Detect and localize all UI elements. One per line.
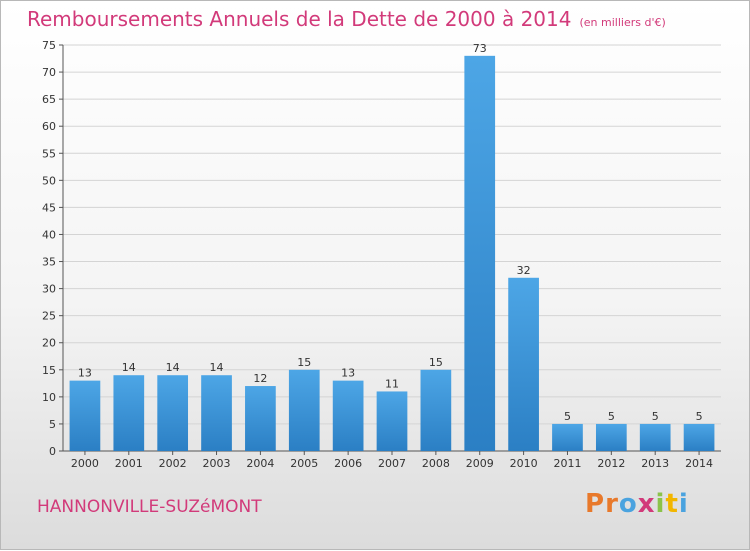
y-tick-label: 35 (42, 256, 56, 269)
commune-name: HANNONVILLE-SUZéMONT (37, 497, 262, 517)
bar-2010 (508, 277, 539, 451)
logo-letter: i (655, 489, 666, 519)
y-tick-label: 60 (42, 120, 56, 133)
bar-2005 (288, 369, 320, 451)
y-tick-label: 5 (49, 418, 56, 431)
x-tick-label: 2010 (510, 457, 538, 470)
proxiti-logo: Proxiti (585, 489, 689, 519)
bar-value-label: 12 (253, 372, 267, 385)
y-tick-label: 70 (42, 66, 56, 79)
x-tick-label: 2001 (115, 457, 143, 470)
logo-letter: t (665, 489, 679, 519)
bar-2006 (332, 380, 364, 451)
logo-letter: r (605, 489, 619, 519)
bar-value-label: 5 (652, 410, 659, 423)
title-unit: (en milliers d'€) (579, 16, 666, 29)
bar-value-label: 32 (517, 264, 531, 277)
y-tick-label: 30 (42, 283, 56, 296)
chart-title: Remboursements Annuels de la Dette de 20… (27, 7, 666, 31)
x-tick-label: 2013 (641, 457, 669, 470)
bar-value-label: 5 (608, 410, 615, 423)
y-tick-label: 40 (42, 228, 56, 241)
y-tick-label: 20 (42, 337, 56, 350)
bar-2002 (157, 375, 189, 451)
bar-2003 (201, 375, 232, 451)
x-tick-label: 2011 (553, 457, 581, 470)
y-tick-label: 75 (42, 39, 56, 52)
x-tick-label: 2003 (203, 457, 231, 470)
logo-letter: P (585, 489, 606, 519)
bar-2011 (552, 423, 583, 451)
bar-2013 (639, 423, 671, 451)
bar-value-label: 14 (210, 361, 224, 374)
y-tick-label: 10 (42, 391, 56, 404)
bar-2001 (113, 375, 145, 451)
x-tick-label: 2004 (246, 457, 274, 470)
bar-2000 (69, 380, 101, 451)
bar-2014 (683, 423, 715, 451)
bar-2012 (595, 423, 627, 451)
x-tick-label: 2007 (378, 457, 406, 470)
y-tick-label: 55 (42, 147, 56, 160)
x-tick-label: 2000 (71, 457, 99, 470)
x-tick-label: 2008 (422, 457, 450, 470)
bar-2007 (376, 391, 408, 451)
bar-value-label: 11 (385, 377, 399, 390)
bar-value-label: 14 (166, 361, 180, 374)
bar-2004 (245, 386, 276, 451)
bar-value-label: 5 (564, 410, 571, 423)
bar-value-label: 13 (341, 367, 355, 380)
bar-value-label: 15 (297, 356, 311, 369)
x-tick-label: 2012 (597, 457, 625, 470)
logo-letter: i (678, 489, 689, 519)
y-tick-label: 0 (49, 445, 56, 458)
bar-value-label: 15 (429, 356, 443, 369)
y-tick-label: 25 (42, 310, 56, 323)
x-tick-label: 2009 (466, 457, 494, 470)
bar-value-label: 13 (78, 367, 92, 380)
title-text: Remboursements Annuels de la Dette de 20… (27, 7, 572, 31)
y-tick-label: 50 (42, 174, 56, 187)
y-tick-label: 15 (42, 364, 56, 377)
logo-letter: x (637, 489, 656, 519)
bar-value-label: 14 (122, 361, 136, 374)
y-tick-label: 65 (42, 93, 56, 106)
x-tick-label: 2005 (290, 457, 318, 470)
x-tick-label: 2006 (334, 457, 362, 470)
bar-2008 (420, 369, 452, 451)
x-tick-label: 2014 (685, 457, 713, 470)
bar-2009 (464, 55, 496, 452)
x-tick-label: 2002 (159, 457, 187, 470)
bar-value-label: 5 (696, 410, 703, 423)
logo-letter: o (618, 489, 638, 519)
bar-value-label: 73 (473, 42, 487, 55)
y-tick-label: 45 (42, 201, 56, 214)
